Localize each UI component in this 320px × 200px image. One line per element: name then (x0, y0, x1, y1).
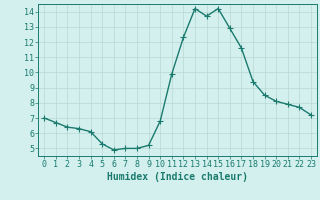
X-axis label: Humidex (Indice chaleur): Humidex (Indice chaleur) (107, 172, 248, 182)
